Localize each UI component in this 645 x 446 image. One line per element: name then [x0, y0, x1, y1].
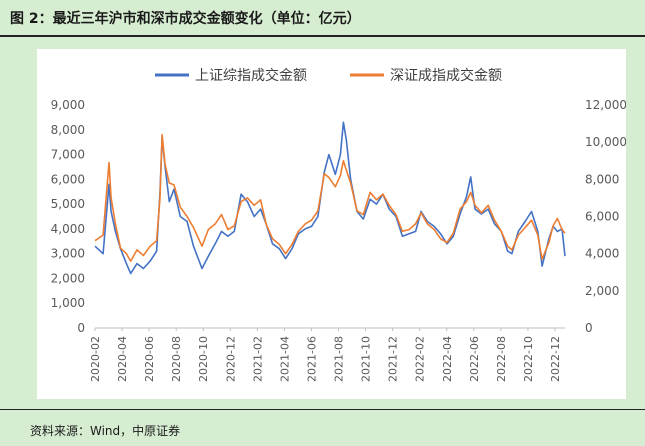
y-left-tick-label: 9,000 — [51, 98, 85, 112]
x-tick-label: 2022-10 — [522, 336, 535, 382]
y-left-tick-label: 0 — [77, 321, 85, 335]
chart-panel: 上证综指成交金额 深证成指成交金额 0 1,000 2,000 3,000 4,000 5,… — [37, 49, 627, 399]
x-tick-label: 2020-12 — [224, 336, 237, 382]
y-left-tick-label: 1,000 — [51, 296, 85, 310]
y-right-tick-label: 4,000 — [585, 247, 619, 261]
y-right-tick-label: 2,000 — [585, 284, 619, 298]
x-tick-label: 2021-10 — [360, 336, 373, 382]
y-right-tick-label: 8,000 — [585, 172, 619, 186]
series-lines — [94, 121, 566, 275]
legend-label-shenzhen: 深证成指成交金额 — [390, 67, 502, 84]
x-tick-label: 2020-06 — [143, 336, 156, 382]
legend: 上证综指成交金额 深证成指成交金额 — [155, 67, 502, 84]
series-line-shenzhen — [94, 133, 566, 262]
y-left-tick-label: 4,000 — [51, 222, 85, 236]
figure-title: 图 2：最近三年沪市和深市成交金额变化（单位：亿元） — [10, 11, 361, 27]
x-tick-label: 2021-08 — [333, 336, 346, 382]
y-left-tick-label: 7,000 — [51, 148, 85, 162]
y-left-tick-label: 6,000 — [51, 172, 85, 186]
y-left-tick-label: 2,000 — [51, 271, 85, 285]
y-left-tick-label: 8,000 — [51, 123, 85, 137]
x-tick-label: 2021-04 — [278, 336, 291, 382]
x-tick-label: 2021-12 — [387, 336, 400, 382]
x-tick-label: 2022-04 — [441, 336, 454, 382]
x-tick-label: 2022-06 — [468, 336, 481, 382]
y-left-tick-label: 3,000 — [51, 247, 85, 261]
top-rule — [0, 35, 645, 37]
x-tick-label: 2022-02 — [414, 336, 427, 382]
x-tick-label: 2022-08 — [495, 336, 508, 382]
y-left-tick-label: 5,000 — [51, 197, 85, 211]
x-tick-label: 2021-06 — [305, 336, 318, 382]
axes: 0 1,000 2,000 3,000 4,000 5,000 6,000 7,000 8,00… — [51, 98, 627, 382]
y-right-tick-label: 12,000 — [585, 98, 626, 112]
legend-label-shanghai: 上证综指成交金额 — [195, 67, 307, 84]
x-tick-label: 2021-02 — [251, 336, 264, 382]
x-tick-label: 2020-04 — [116, 336, 129, 382]
x-tick-label: 2020-02 — [89, 336, 102, 382]
x-tick-label: 2020-08 — [170, 336, 183, 382]
line-chart: 上证综指成交金额 深证成指成交金额 0 1,000 2,000 3,000 4,000 5,… — [51, 67, 627, 382]
y-right-tick-label: 10,000 — [585, 135, 626, 149]
x-tick-label: 2022-12 — [549, 336, 562, 382]
bottom-rule — [0, 409, 645, 410]
series-line-shanghai — [94, 121, 566, 275]
source-note: 资料来源：Wind，中原证券 — [30, 424, 181, 438]
x-tick-label: 2020-10 — [197, 336, 210, 382]
y-right-tick-label: 6,000 — [585, 210, 619, 224]
y-right-tick-label: 0 — [585, 321, 593, 335]
